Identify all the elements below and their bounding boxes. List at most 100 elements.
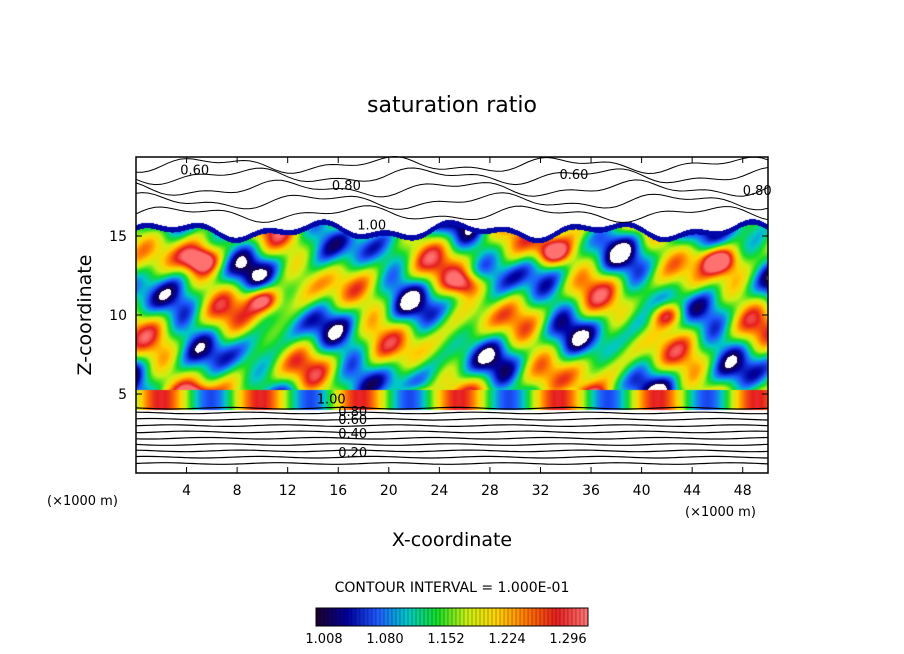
colorbar-swatch — [484, 608, 489, 626]
colorbar-swatch — [464, 608, 469, 626]
contour-line — [135, 449, 769, 453]
contour-line — [135, 443, 769, 446]
heatmap-field — [136, 157, 768, 473]
colorbar-swatch — [384, 608, 389, 626]
colorbar-swatch — [472, 608, 477, 626]
colorbar-swatch — [404, 608, 409, 626]
contour-line — [135, 430, 769, 434]
colorbar-swatch — [324, 608, 329, 626]
colorbar-swatch — [564, 608, 569, 626]
colorbar-tick-label: 1.296 — [549, 632, 586, 647]
colorbar-swatch — [348, 608, 353, 626]
colorbar-swatch — [480, 608, 485, 626]
colorbar-swatch — [452, 608, 457, 626]
colorbar-swatch — [460, 608, 465, 626]
colorbar-swatch — [584, 608, 589, 626]
colorbar-swatch — [532, 608, 537, 626]
colorbar-swatch — [436, 608, 441, 626]
contour-label: 0.60 — [338, 413, 367, 428]
colorbar-swatch — [356, 608, 361, 626]
x-tick-label: 36 — [582, 483, 600, 499]
contour-label: 0.60 — [559, 168, 588, 183]
colorbar-swatch — [512, 608, 517, 626]
contour-label: 0.80 — [338, 405, 367, 420]
contour-line — [135, 179, 769, 198]
colorbar-tick-label: 1.224 — [488, 632, 525, 647]
contour-line — [136, 155, 769, 175]
colorbar-swatch — [376, 608, 381, 626]
colorbar-swatch — [540, 608, 545, 626]
colorbar-swatch — [488, 608, 493, 626]
colorbar-swatch — [336, 608, 341, 626]
contour-line — [135, 436, 769, 440]
contour-label: 0.20 — [338, 446, 367, 461]
colorbar-tick-label: 1.152 — [427, 632, 464, 647]
colorbar-swatch — [340, 608, 345, 626]
contour-line — [135, 417, 769, 421]
colorbar-swatch — [360, 608, 365, 626]
x-tick-label: 4 — [182, 483, 191, 499]
colorbar-swatch — [420, 608, 425, 626]
x-tick-label: 16 — [329, 483, 347, 499]
x-tick-label: 8 — [233, 483, 242, 499]
colorbar — [315, 607, 589, 627]
x-tick-label: 28 — [481, 483, 499, 499]
colorbar-swatch — [400, 608, 405, 626]
colorbar-swatch — [432, 608, 437, 626]
x-tick-label: 20 — [380, 483, 398, 499]
contour-line — [135, 205, 769, 224]
contour-label: 0.80 — [332, 179, 361, 194]
x-tick-label: 40 — [633, 483, 651, 499]
colorbar-swatch — [556, 608, 561, 626]
colorbar-swatch — [368, 608, 373, 626]
colorbar-swatch — [544, 608, 549, 626]
chart-title: saturation ratio — [367, 93, 537, 118]
colorbar-swatch — [444, 608, 449, 626]
x-axis-label: X-coordinate — [392, 529, 512, 551]
contour-label: 0.60 — [180, 163, 209, 178]
colorbar-swatch — [548, 608, 553, 626]
colorbar-swatch — [576, 608, 581, 626]
colorbar-swatch — [536, 608, 541, 626]
contour-label: 0.40 — [338, 427, 367, 442]
contour-line — [135, 406, 769, 410]
colorbar-swatch — [492, 608, 497, 626]
colorbar-swatch — [504, 608, 509, 626]
x-tick-label: 32 — [532, 483, 550, 499]
colorbar-swatch — [316, 608, 321, 626]
y-tick-label: 10 — [109, 308, 127, 324]
colorbar-swatch — [448, 608, 453, 626]
colorbar-swatch — [408, 608, 413, 626]
x-tick-label: 48 — [734, 483, 752, 499]
colorbar-swatch — [392, 608, 397, 626]
y-axis-label: Z-coordinate — [74, 255, 96, 376]
contour-label: 1.00 — [357, 219, 386, 234]
colorbar-swatch — [572, 608, 577, 626]
colorbar-swatch — [380, 608, 385, 626]
colorbar-swatch — [516, 608, 521, 626]
colorbar-swatch — [396, 608, 401, 626]
contour-label: 0.80 — [743, 184, 772, 199]
contour-line — [135, 192, 769, 211]
colorbar-swatch — [416, 608, 421, 626]
y-axis-unit: (×1000 m) — [47, 494, 118, 509]
y-tick-label: 15 — [109, 229, 127, 245]
colorbar-swatch — [580, 608, 585, 626]
colorbar-swatch — [476, 608, 481, 626]
colorbar-swatch — [352, 608, 357, 626]
colorbar-tick-label: 1.008 — [305, 632, 342, 647]
contour-interval-label: CONTOUR INTERVAL = 1.000E-01 — [335, 580, 570, 596]
colorbar-swatch — [364, 608, 369, 626]
contour-label: 1.00 — [317, 392, 346, 407]
contour-line — [135, 411, 769, 415]
colorbar-swatch — [528, 608, 533, 626]
colorbar-swatch — [524, 608, 529, 626]
colorbar-tick-labels: 1.008 1.080 1.152 1.224 1.296 — [305, 632, 586, 647]
contour-line — [135, 424, 769, 428]
colorbar-swatch — [388, 608, 393, 626]
x-axis-unit: (×1000 m) — [685, 505, 756, 520]
colorbar-swatch — [344, 608, 349, 626]
contour-line — [135, 455, 769, 459]
